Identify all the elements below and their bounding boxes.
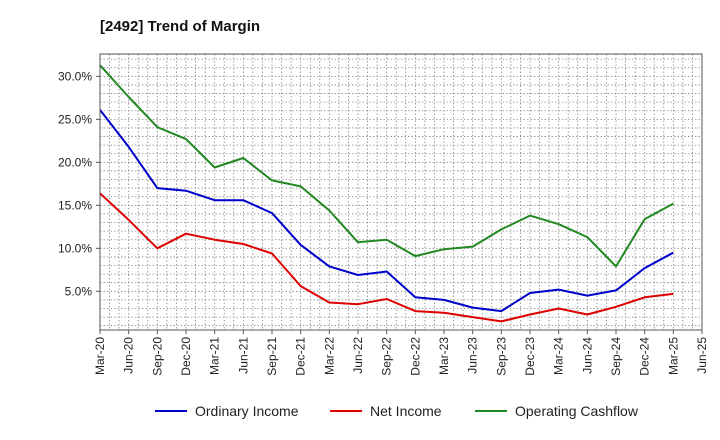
y-tick-label: 10.0% [58,241,92,255]
x-tick-label: Sep-24 [609,337,623,376]
y-tick-label: 5.0% [65,284,93,298]
x-tick-label: Dec-22 [408,337,422,376]
x-tick-label: Mar-21 [208,337,222,375]
x-tick-label: Mar-20 [93,337,107,375]
x-tick-label: Mar-23 [437,337,451,375]
x-tick-label: Sep-22 [380,337,394,376]
legend-label: Ordinary Income [195,403,299,419]
x-tick-label: Dec-23 [523,337,537,376]
x-tick-label: Dec-20 [179,337,193,376]
chart-title: [2492] Trend of Margin [100,18,260,35]
y-axis: 5.0% 10.0% 15.0% 20.0% 25.0% 30.0% [58,69,100,298]
x-tick-label: Jun-24 [580,337,594,374]
x-tick-label: Jun-21 [236,337,250,374]
x-tick-label: Sep-20 [150,337,164,376]
y-tick-label: 15.0% [58,198,92,212]
series-layer [99,64,674,323]
plot-frame [99,53,703,331]
x-tick-label: Jun-22 [351,337,365,374]
x-axis: Mar-20 Jun-20 Sep-20 Dec-20 Mar-21 Jun-21 Sep-… [93,330,709,376]
x-tick-label: Dec-24 [638,337,652,376]
x-tick-label: Jun-20 [122,337,136,374]
legend-label: Operating Cashflow [515,403,639,419]
y-tick-label: 20.0% [58,155,92,169]
x-tick-label: Sep-23 [494,337,508,376]
x-tick-label: Mar-25 [666,337,680,375]
x-tick-label: Sep-21 [265,337,279,376]
series-line-operating-cashflow [99,64,674,268]
y-tick-label: 30.0% [58,69,92,83]
series-line-ordinary-income [99,109,674,313]
legend: Ordinary Income Net Income Operating Cashf… [155,403,639,419]
y-tick-label: 25.0% [58,112,92,126]
x-tick-label: Dec-21 [294,337,308,376]
x-tick-label: Mar-22 [322,337,336,375]
legend-label: Net Income [370,403,442,419]
x-tick-label: Jun-25 [695,337,709,374]
x-tick-label: Mar-24 [552,337,566,375]
series-line-net-income [99,192,674,323]
x-tick-label: Jun-23 [466,337,480,374]
